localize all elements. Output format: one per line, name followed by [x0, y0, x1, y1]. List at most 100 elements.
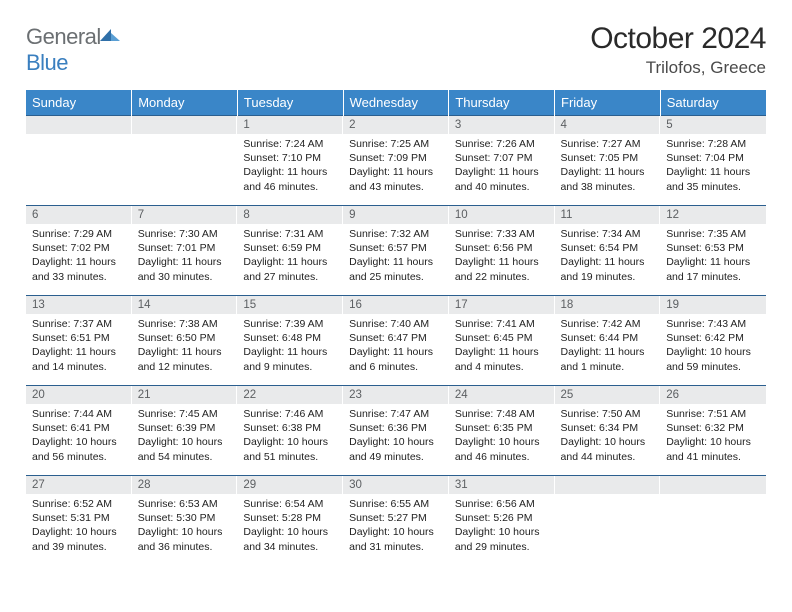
calendar-day-cell: 27Sunrise: 6:52 AMSunset: 5:31 PMDayligh…	[26, 476, 132, 566]
calendar-day-cell: 22Sunrise: 7:46 AMSunset: 6:38 PMDayligh…	[237, 386, 343, 476]
day-number: 22	[237, 386, 343, 404]
day-details: Sunrise: 6:54 AMSunset: 5:28 PMDaylight:…	[237, 494, 343, 554]
calendar-head: SundayMondayTuesdayWednesdayThursdayFrid…	[26, 90, 766, 116]
calendar-day-cell: 26Sunrise: 7:51 AMSunset: 6:32 PMDayligh…	[660, 386, 766, 476]
weekday-header: Sunday	[26, 90, 132, 116]
day-details: Sunrise: 7:29 AMSunset: 7:02 PMDaylight:…	[26, 224, 132, 284]
calendar-day-cell: 11Sunrise: 7:34 AMSunset: 6:54 PMDayligh…	[555, 206, 661, 296]
calendar-day-cell: 24Sunrise: 7:48 AMSunset: 6:35 PMDayligh…	[449, 386, 555, 476]
calendar-day-cell: 13Sunrise: 7:37 AMSunset: 6:51 PMDayligh…	[26, 296, 132, 386]
day-number: 11	[555, 206, 661, 224]
day-details: Sunrise: 7:48 AMSunset: 6:35 PMDaylight:…	[449, 404, 555, 464]
day-details: Sunrise: 7:39 AMSunset: 6:48 PMDaylight:…	[237, 314, 343, 374]
day-details: Sunrise: 7:35 AMSunset: 6:53 PMDaylight:…	[660, 224, 766, 284]
day-number: 14	[132, 296, 238, 314]
day-number: 10	[449, 206, 555, 224]
calendar-day-cell: 4Sunrise: 7:27 AMSunset: 7:05 PMDaylight…	[555, 116, 661, 206]
day-details: Sunrise: 7:26 AMSunset: 7:07 PMDaylight:…	[449, 134, 555, 194]
calendar-day-cell: 17Sunrise: 7:41 AMSunset: 6:45 PMDayligh…	[449, 296, 555, 386]
day-details: Sunrise: 7:51 AMSunset: 6:32 PMDaylight:…	[660, 404, 766, 464]
day-number: 23	[343, 386, 449, 404]
day-number: 16	[343, 296, 449, 314]
day-number: 19	[660, 296, 766, 314]
calendar-day-cell: 28Sunrise: 6:53 AMSunset: 5:30 PMDayligh…	[132, 476, 238, 566]
calendar-empty-cell	[132, 116, 238, 206]
day-number: 17	[449, 296, 555, 314]
day-number: 5	[660, 116, 766, 134]
day-details: Sunrise: 7:41 AMSunset: 6:45 PMDaylight:…	[449, 314, 555, 374]
brand-part2: Blue	[26, 50, 68, 75]
day-number: 25	[555, 386, 661, 404]
weekday-header: Monday	[132, 90, 238, 116]
month-title: October 2024	[590, 22, 766, 56]
calendar-day-cell: 18Sunrise: 7:42 AMSunset: 6:44 PMDayligh…	[555, 296, 661, 386]
day-number: 12	[660, 206, 766, 224]
day-number: 1	[237, 116, 343, 134]
day-number: 28	[132, 476, 238, 494]
day-number: 29	[237, 476, 343, 494]
calendar-empty-cell	[660, 476, 766, 566]
calendar-day-cell: 3Sunrise: 7:26 AMSunset: 7:07 PMDaylight…	[449, 116, 555, 206]
day-details: Sunrise: 7:28 AMSunset: 7:04 PMDaylight:…	[660, 134, 766, 194]
day-details: Sunrise: 6:53 AMSunset: 5:30 PMDaylight:…	[132, 494, 238, 554]
weekday-header: Friday	[555, 90, 661, 116]
calendar-empty-cell	[555, 476, 661, 566]
day-number: 21	[132, 386, 238, 404]
calendar-body: 1Sunrise: 7:24 AMSunset: 7:10 PMDaylight…	[26, 116, 766, 566]
calendar-day-cell: 23Sunrise: 7:47 AMSunset: 6:36 PMDayligh…	[343, 386, 449, 476]
calendar-table: SundayMondayTuesdayWednesdayThursdayFrid…	[26, 90, 766, 566]
day-details: Sunrise: 7:47 AMSunset: 6:36 PMDaylight:…	[343, 404, 449, 464]
day-details: Sunrise: 7:46 AMSunset: 6:38 PMDaylight:…	[237, 404, 343, 464]
day-details: Sunrise: 7:32 AMSunset: 6:57 PMDaylight:…	[343, 224, 449, 284]
day-details: Sunrise: 7:25 AMSunset: 7:09 PMDaylight:…	[343, 134, 449, 194]
brand-text: GeneralBlue	[26, 24, 121, 76]
day-details: Sunrise: 7:50 AMSunset: 6:34 PMDaylight:…	[555, 404, 661, 464]
calendar-day-cell: 9Sunrise: 7:32 AMSunset: 6:57 PMDaylight…	[343, 206, 449, 296]
day-details: Sunrise: 7:38 AMSunset: 6:50 PMDaylight:…	[132, 314, 238, 374]
day-details: Sunrise: 6:52 AMSunset: 5:31 PMDaylight:…	[26, 494, 132, 554]
day-details: Sunrise: 7:37 AMSunset: 6:51 PMDaylight:…	[26, 314, 132, 374]
day-number	[132, 116, 238, 134]
weekday-header: Saturday	[660, 90, 766, 116]
calendar-day-cell: 16Sunrise: 7:40 AMSunset: 6:47 PMDayligh…	[343, 296, 449, 386]
day-number: 15	[237, 296, 343, 314]
day-details: Sunrise: 7:45 AMSunset: 6:39 PMDaylight:…	[132, 404, 238, 464]
day-details: Sunrise: 7:30 AMSunset: 7:01 PMDaylight:…	[132, 224, 238, 284]
weekday-row: SundayMondayTuesdayWednesdayThursdayFrid…	[26, 90, 766, 116]
day-number: 30	[343, 476, 449, 494]
day-number	[660, 476, 766, 494]
day-details: Sunrise: 7:27 AMSunset: 7:05 PMDaylight:…	[555, 134, 661, 194]
calendar-day-cell: 2Sunrise: 7:25 AMSunset: 7:09 PMDaylight…	[343, 116, 449, 206]
calendar-day-cell: 12Sunrise: 7:35 AMSunset: 6:53 PMDayligh…	[660, 206, 766, 296]
weekday-header: Tuesday	[237, 90, 343, 116]
calendar-day-cell: 25Sunrise: 7:50 AMSunset: 6:34 PMDayligh…	[555, 386, 661, 476]
day-details: Sunrise: 6:55 AMSunset: 5:27 PMDaylight:…	[343, 494, 449, 554]
calendar-day-cell: 6Sunrise: 7:29 AMSunset: 7:02 PMDaylight…	[26, 206, 132, 296]
day-number: 18	[555, 296, 661, 314]
day-details: Sunrise: 7:40 AMSunset: 6:47 PMDaylight:…	[343, 314, 449, 374]
day-number: 2	[343, 116, 449, 134]
day-details: Sunrise: 7:33 AMSunset: 6:56 PMDaylight:…	[449, 224, 555, 284]
day-details: Sunrise: 7:44 AMSunset: 6:41 PMDaylight:…	[26, 404, 132, 464]
calendar-week-row: 6Sunrise: 7:29 AMSunset: 7:02 PMDaylight…	[26, 206, 766, 296]
header: GeneralBlue October 2024 Trilofos, Greec…	[26, 22, 766, 78]
day-details: Sunrise: 6:56 AMSunset: 5:26 PMDaylight:…	[449, 494, 555, 554]
calendar-day-cell: 14Sunrise: 7:38 AMSunset: 6:50 PMDayligh…	[132, 296, 238, 386]
calendar-day-cell: 30Sunrise: 6:55 AMSunset: 5:27 PMDayligh…	[343, 476, 449, 566]
calendar-empty-cell	[26, 116, 132, 206]
day-number: 7	[132, 206, 238, 224]
day-number	[26, 116, 132, 134]
calendar-day-cell: 19Sunrise: 7:43 AMSunset: 6:42 PMDayligh…	[660, 296, 766, 386]
weekday-header: Thursday	[449, 90, 555, 116]
day-number: 9	[343, 206, 449, 224]
brand-logo: GeneralBlue	[26, 24, 121, 76]
day-number: 3	[449, 116, 555, 134]
day-number: 31	[449, 476, 555, 494]
title-block: October 2024 Trilofos, Greece	[590, 22, 766, 78]
calendar-day-cell: 1Sunrise: 7:24 AMSunset: 7:10 PMDaylight…	[237, 116, 343, 206]
calendar-day-cell: 8Sunrise: 7:31 AMSunset: 6:59 PMDaylight…	[237, 206, 343, 296]
calendar-day-cell: 15Sunrise: 7:39 AMSunset: 6:48 PMDayligh…	[237, 296, 343, 386]
brand-part1: General	[26, 24, 101, 49]
calendar-day-cell: 21Sunrise: 7:45 AMSunset: 6:39 PMDayligh…	[132, 386, 238, 476]
calendar-week-row: 27Sunrise: 6:52 AMSunset: 5:31 PMDayligh…	[26, 476, 766, 566]
